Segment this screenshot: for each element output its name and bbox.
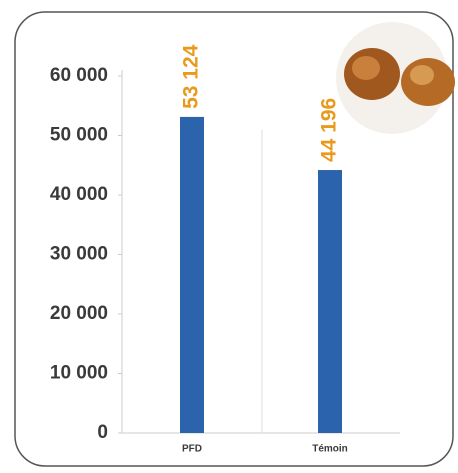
y-tick-label: 0 (97, 422, 108, 443)
frame (14, 11, 454, 467)
value-label: 53 124 (180, 44, 203, 109)
y-tick-label: 10 000 (50, 363, 108, 384)
x-tick-label: Témoin (312, 444, 348, 455)
x-tick-label: PFD (182, 444, 202, 455)
y-tick-label: 30 000 (50, 244, 108, 265)
bar (180, 116, 204, 433)
bar (318, 170, 342, 433)
y-tick-label: 60 000 (50, 65, 108, 86)
y-tick-label: 20 000 (50, 303, 108, 324)
onion-image (336, 22, 455, 134)
y-tick-label: 40 000 (50, 184, 108, 205)
value-label: 44 196 (318, 98, 341, 162)
y-tick-label: 50 000 (50, 125, 108, 146)
